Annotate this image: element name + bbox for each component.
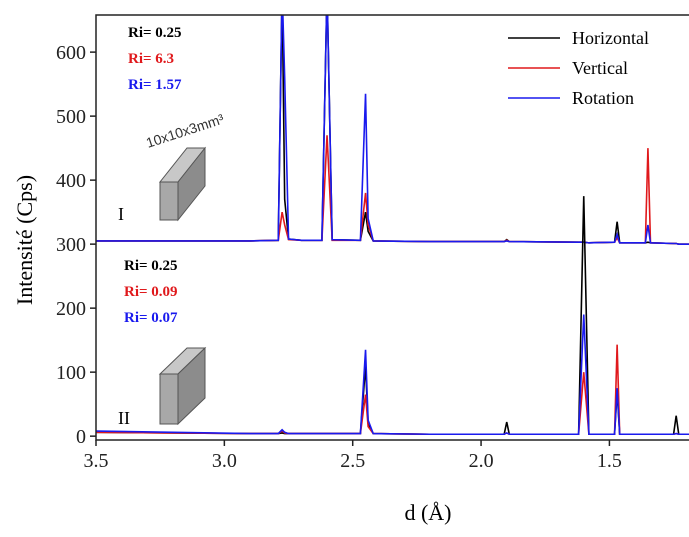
y-tick-label: 300 <box>56 234 86 256</box>
ri-label: Ri= 0.09 <box>124 284 178 300</box>
x-axis-label: d (Å) <box>404 500 451 525</box>
legend-label: Rotation <box>572 88 634 108</box>
legend-label: Horizontal <box>572 28 649 48</box>
y-tick-label: 100 <box>56 362 86 384</box>
x-tick-label: 2.5 <box>340 450 365 472</box>
ri-label: Ri= 0.25 <box>124 258 178 274</box>
sample-box-2 <box>158 346 207 426</box>
plot-area <box>96 15 689 436</box>
dimension-label: 10x10x3mm³ <box>144 111 226 151</box>
data-line <box>96 15 689 245</box>
y-tick-label: 400 <box>56 170 86 192</box>
data-line <box>96 314 689 436</box>
ri-label: Ri= 0.25 <box>128 25 182 41</box>
y-tick-label: 0 <box>76 426 86 448</box>
legend-label: Vertical <box>572 58 628 78</box>
pattern-label: II <box>118 408 130 428</box>
y-axis-label: Intensité (Cps) <box>12 175 37 305</box>
y-tick-label: 200 <box>56 298 86 320</box>
pattern-label: I <box>118 204 124 224</box>
y-tick-label: 600 <box>56 42 86 64</box>
ri-label: Ri= 0.07 <box>124 310 178 326</box>
x-tick-label: 1.5 <box>597 450 622 472</box>
y-tick-label: 500 <box>56 106 86 128</box>
plot-frame <box>95 14 689 441</box>
sample-box-1 <box>158 146 207 222</box>
ri-label: Ri= 6.3 <box>128 51 174 67</box>
x-tick-label: 3.0 <box>212 450 237 472</box>
x-tick-label: 2.0 <box>469 450 494 472</box>
x-tick-label: 3.5 <box>84 450 109 472</box>
ri-label: Ri= 1.57 <box>128 77 182 93</box>
